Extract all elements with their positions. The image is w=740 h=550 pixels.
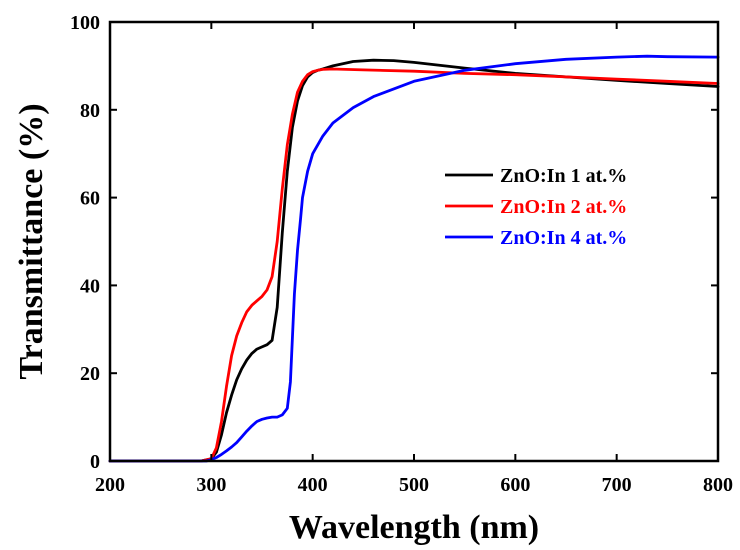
series-layer: [108, 54, 720, 463]
x-tick-label: 800: [703, 474, 733, 496]
x-tick-label: 500: [399, 474, 429, 496]
y-tick-label: 80: [80, 100, 100, 122]
tick-layer: 200 300 400 500 600 700 800 0 20 40 60 80 100: [70, 12, 733, 496]
x-tick-label: 400: [298, 474, 328, 496]
legend-label-3: ZnO:In 4 at.%: [500, 227, 627, 249]
y-tick-label: 0: [90, 451, 100, 473]
series-line-2: [108, 67, 720, 463]
legend: ZnO:In 1 at.% ZnO:In 2 at.% ZnO:In 4 at.%: [445, 165, 627, 249]
x-tick-label: 600: [500, 474, 530, 496]
x-tick-label: 200: [95, 474, 125, 496]
y-tick-label: 40: [80, 275, 100, 297]
y-tick-label: 20: [80, 363, 100, 385]
legend-label-1: ZnO:In 1 at.%: [500, 165, 627, 187]
y-tick-label: 60: [80, 188, 100, 210]
x-tick-label: 700: [602, 474, 632, 496]
series-line-3: [108, 54, 720, 463]
series-line-1: [108, 58, 720, 463]
legend-label-2: ZnO:In 2 at.%: [500, 196, 627, 218]
y-tick-label: 100: [70, 12, 100, 34]
x-tick-label: 300: [196, 474, 226, 496]
x-axis-title: Wavelength (nm): [289, 509, 539, 546]
y-axis-title: Transmittance (%): [13, 103, 50, 379]
